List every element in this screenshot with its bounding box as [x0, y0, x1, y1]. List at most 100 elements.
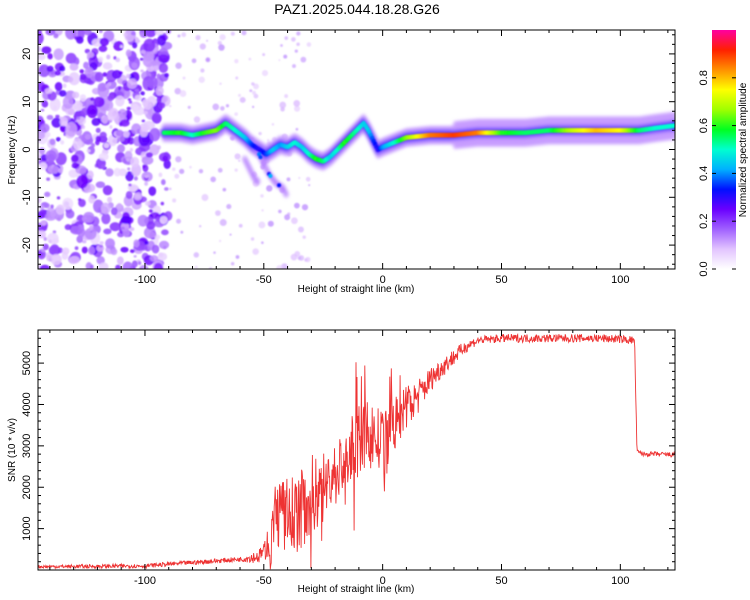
noise-blob	[86, 170, 94, 180]
noise-blob	[133, 192, 143, 201]
noise-speck	[294, 49, 298, 53]
noise-speck	[298, 176, 301, 180]
noise-speck	[251, 105, 255, 109]
noise-blob	[81, 240, 87, 244]
noise-speck	[175, 62, 182, 69]
noise-blob	[40, 108, 45, 112]
noise-blob	[122, 261, 134, 269]
noise-blob	[86, 149, 91, 153]
noise-blob	[39, 204, 45, 210]
ridge-point	[672, 123, 675, 129]
noise-speck	[294, 250, 301, 257]
noise-blob	[65, 122, 78, 137]
noise-blob	[38, 230, 47, 239]
noise-blob	[46, 177, 51, 181]
noise-blob	[94, 71, 104, 82]
noise-blob	[139, 32, 144, 38]
noise-speck	[172, 167, 176, 171]
noise-blob	[38, 162, 48, 170]
noise-blob	[158, 172, 163, 178]
noise-blob	[87, 146, 95, 155]
noise-speck	[195, 34, 201, 41]
noise-speck	[198, 76, 205, 83]
noise-blob	[54, 82, 63, 91]
noise-speck	[286, 177, 291, 182]
noise-speck	[239, 96, 246, 103]
noise-blob	[115, 264, 121, 269]
noise-speck	[238, 159, 241, 162]
noise-blob	[69, 63, 79, 71]
noise-blob	[131, 260, 138, 268]
noise-speck	[234, 153, 241, 160]
noise-speck	[194, 265, 198, 269]
noise-blob	[102, 72, 108, 77]
noise-blob	[72, 100, 83, 112]
noise-speck	[235, 255, 240, 259]
noise-blob	[40, 248, 46, 253]
noise-blob	[136, 39, 141, 43]
noise-speck	[249, 89, 253, 93]
noise-speck	[284, 36, 289, 40]
noise-blob	[60, 140, 65, 145]
noise-blob	[43, 236, 47, 241]
colorbar-tick-label: 0.0	[698, 261, 710, 276]
noise-blob	[71, 162, 79, 169]
noise-blob	[103, 228, 112, 235]
noise-speck	[253, 93, 259, 99]
noise-blob	[162, 155, 169, 162]
noise-blob	[62, 247, 70, 255]
noise-blob	[44, 87, 53, 94]
spectrogram-y-axis-label: Frequency (Hz)	[7, 116, 18, 185]
noise-blob	[146, 231, 157, 239]
noise-blob	[79, 94, 87, 102]
y-tick-label: 20	[21, 48, 33, 60]
noise-blob	[123, 130, 130, 138]
noise-speck	[238, 223, 243, 228]
y-tick-label: -10	[21, 189, 33, 205]
spectrogram-x-ticks: -100 -50 0 50 100	[49, 30, 669, 286]
noise-blob	[163, 159, 171, 170]
noise-blob	[141, 156, 154, 165]
spectrogram-y-ticks: -20 -10 0 10 20	[21, 34, 675, 265]
noise-blob	[38, 196, 42, 204]
noise-blob	[133, 239, 140, 248]
noise-blob	[95, 181, 106, 189]
noise-blob	[119, 119, 130, 127]
noise-blob	[107, 95, 115, 102]
noise-blob	[122, 228, 130, 238]
noise-blob	[95, 105, 107, 119]
noise-blob	[90, 97, 95, 101]
noise-blob	[38, 53, 46, 61]
noise-blob	[87, 246, 96, 255]
noise-speck	[261, 209, 264, 212]
noise-speck	[179, 90, 187, 97]
noise-blob	[43, 202, 50, 209]
noise-speck	[206, 39, 209, 42]
noise-blob	[89, 225, 94, 231]
noise-speck	[283, 54, 288, 59]
noise-speck	[271, 123, 275, 126]
noise-blob	[149, 127, 161, 142]
noise-blob	[109, 125, 113, 129]
noise-speck	[181, 32, 187, 38]
noise-blob	[105, 238, 116, 249]
snr-plot-area	[38, 333, 675, 570]
noise-blob	[149, 144, 160, 156]
colorbar-tick-label: 0.2	[698, 214, 710, 229]
noise-blob	[79, 73, 87, 80]
noise-blob	[105, 168, 114, 177]
noise-blob	[39, 123, 50, 133]
noise-speck	[175, 156, 182, 163]
noise-speck	[297, 256, 302, 260]
noise-speck	[206, 58, 210, 62]
noise-blob	[161, 179, 166, 186]
noise-blob	[129, 249, 135, 254]
noise-blob	[99, 131, 107, 139]
noise-blob	[137, 214, 149, 227]
noise-speck	[187, 105, 191, 109]
noise-blob	[113, 41, 124, 51]
noise-blob	[140, 91, 145, 96]
noise-speck	[169, 187, 172, 191]
noise-speck	[261, 70, 269, 77]
noise-blob	[134, 94, 142, 101]
